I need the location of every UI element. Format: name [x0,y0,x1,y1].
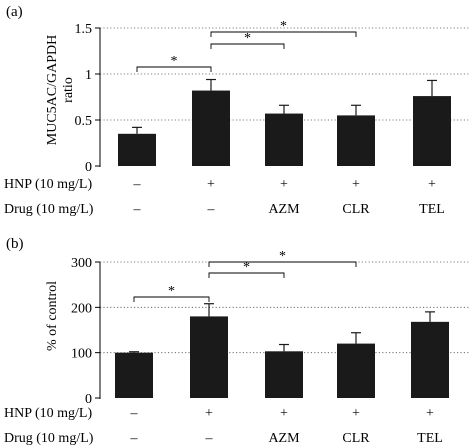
y-tick-label: 0 [85,160,92,175]
bar [337,115,375,166]
bar [337,343,375,398]
drug-cell: AZM [268,202,300,217]
bar [265,113,303,166]
significance-bracket [208,272,285,278]
significance-bracket [210,43,285,49]
y-tick-label: 0.5 [75,114,93,129]
y-tick-label: 100 [71,347,92,362]
bar [190,316,228,398]
hnp-cell: + [352,177,360,192]
panel-b-hnp-row: – + + + + [130,406,435,421]
drug-row-label: Drug (10 mg/L) [4,202,94,217]
y-tick-label: 200 [71,301,92,316]
bar [192,90,230,166]
panel-a-significance: * * * [136,19,357,72]
panel-b-y-tick-labels: 0 100 200 300 [71,256,92,407]
panel-b-significance: * * * [133,249,357,302]
hnp-cell: + [426,406,434,421]
drug-cell: – [130,431,139,446]
panel-a: (a) * * * 0 0.5 1 1.5 MUC5AC/GAPDH ratio… [4,4,470,217]
hnp-row-label: HNP (10 mg/L) [4,406,92,421]
y-tick-label: 300 [71,256,92,271]
panel-a-sig-star: * [280,19,287,34]
significance-bracket [133,296,210,302]
panel-a-y-axis-title: MUC5AC/GAPDH ratio [45,35,76,145]
y-tick-label: 1 [85,68,92,83]
panel-b-bars [115,316,449,398]
y-axis-title-line2: ratio [61,77,76,103]
hnp-cell: + [280,177,288,192]
panel-a-gridlines [100,27,470,121]
significance-bracket [136,66,212,72]
bar [411,321,449,398]
panel-b-label: (b) [6,236,24,252]
panel-b-y-axis-title: % of control [45,281,60,351]
hnp-cell: + [352,406,360,421]
panel-a-error-bars [132,78,437,134]
y-axis-title: % of control [45,281,60,351]
drug-cell: AZM [268,431,300,446]
panel-a-hnp-row: – + + + + [133,177,437,192]
panel-a-sig-star: * [171,54,178,69]
panel-a-drug-row: – – AZM CLR TEL [133,202,445,217]
hnp-cell: + [207,177,215,192]
panel-b-drug-row: – – AZM CLR TEL [130,431,443,446]
y-axis-title-line1: MUC5AC/GAPDH [45,35,60,145]
panel-b-gridlines [100,261,470,354]
panel-b-y-axis [95,261,101,399]
panel-b-sig-star: * [243,260,250,275]
panel-a-label: (a) [6,4,23,20]
hnp-cell: – [130,406,139,421]
bar [118,133,156,166]
panel-b-sig-star: * [279,249,286,264]
hnp-row-label: HNP (10 mg/L) [4,177,92,192]
panel-a-bars [118,90,451,166]
panel-a-y-axis [95,27,101,167]
panel-b-error-bars [129,303,435,353]
hnp-cell: + [428,177,436,192]
drug-cell: – [205,431,214,446]
panel-b-sig-star: * [168,284,175,299]
hnp-cell: – [133,177,142,192]
drug-cell: CLR [342,202,370,217]
drug-row-label: Drug (10 mg/L) [4,431,94,446]
bar [115,352,153,398]
bar [413,96,451,166]
hnp-cell: + [205,406,213,421]
drug-cell: – [207,202,216,217]
hnp-cell: + [280,406,288,421]
drug-cell: TEL [417,431,443,446]
significance-bracket [210,31,357,37]
y-tick-label: 0 [85,392,92,407]
panel-a-sig-star: * [244,31,251,46]
y-tick-label: 1.5 [75,22,93,37]
drug-cell: CLR [342,431,370,446]
drug-cell: TEL [419,202,445,217]
bar [265,351,303,398]
significance-bracket [208,261,357,267]
panel-a-y-tick-labels: 0 0.5 1 1.5 [75,22,93,175]
drug-cell: – [133,202,142,217]
panel-b: (b) * * * 0 100 200 300 % of control HNP… [4,236,470,446]
